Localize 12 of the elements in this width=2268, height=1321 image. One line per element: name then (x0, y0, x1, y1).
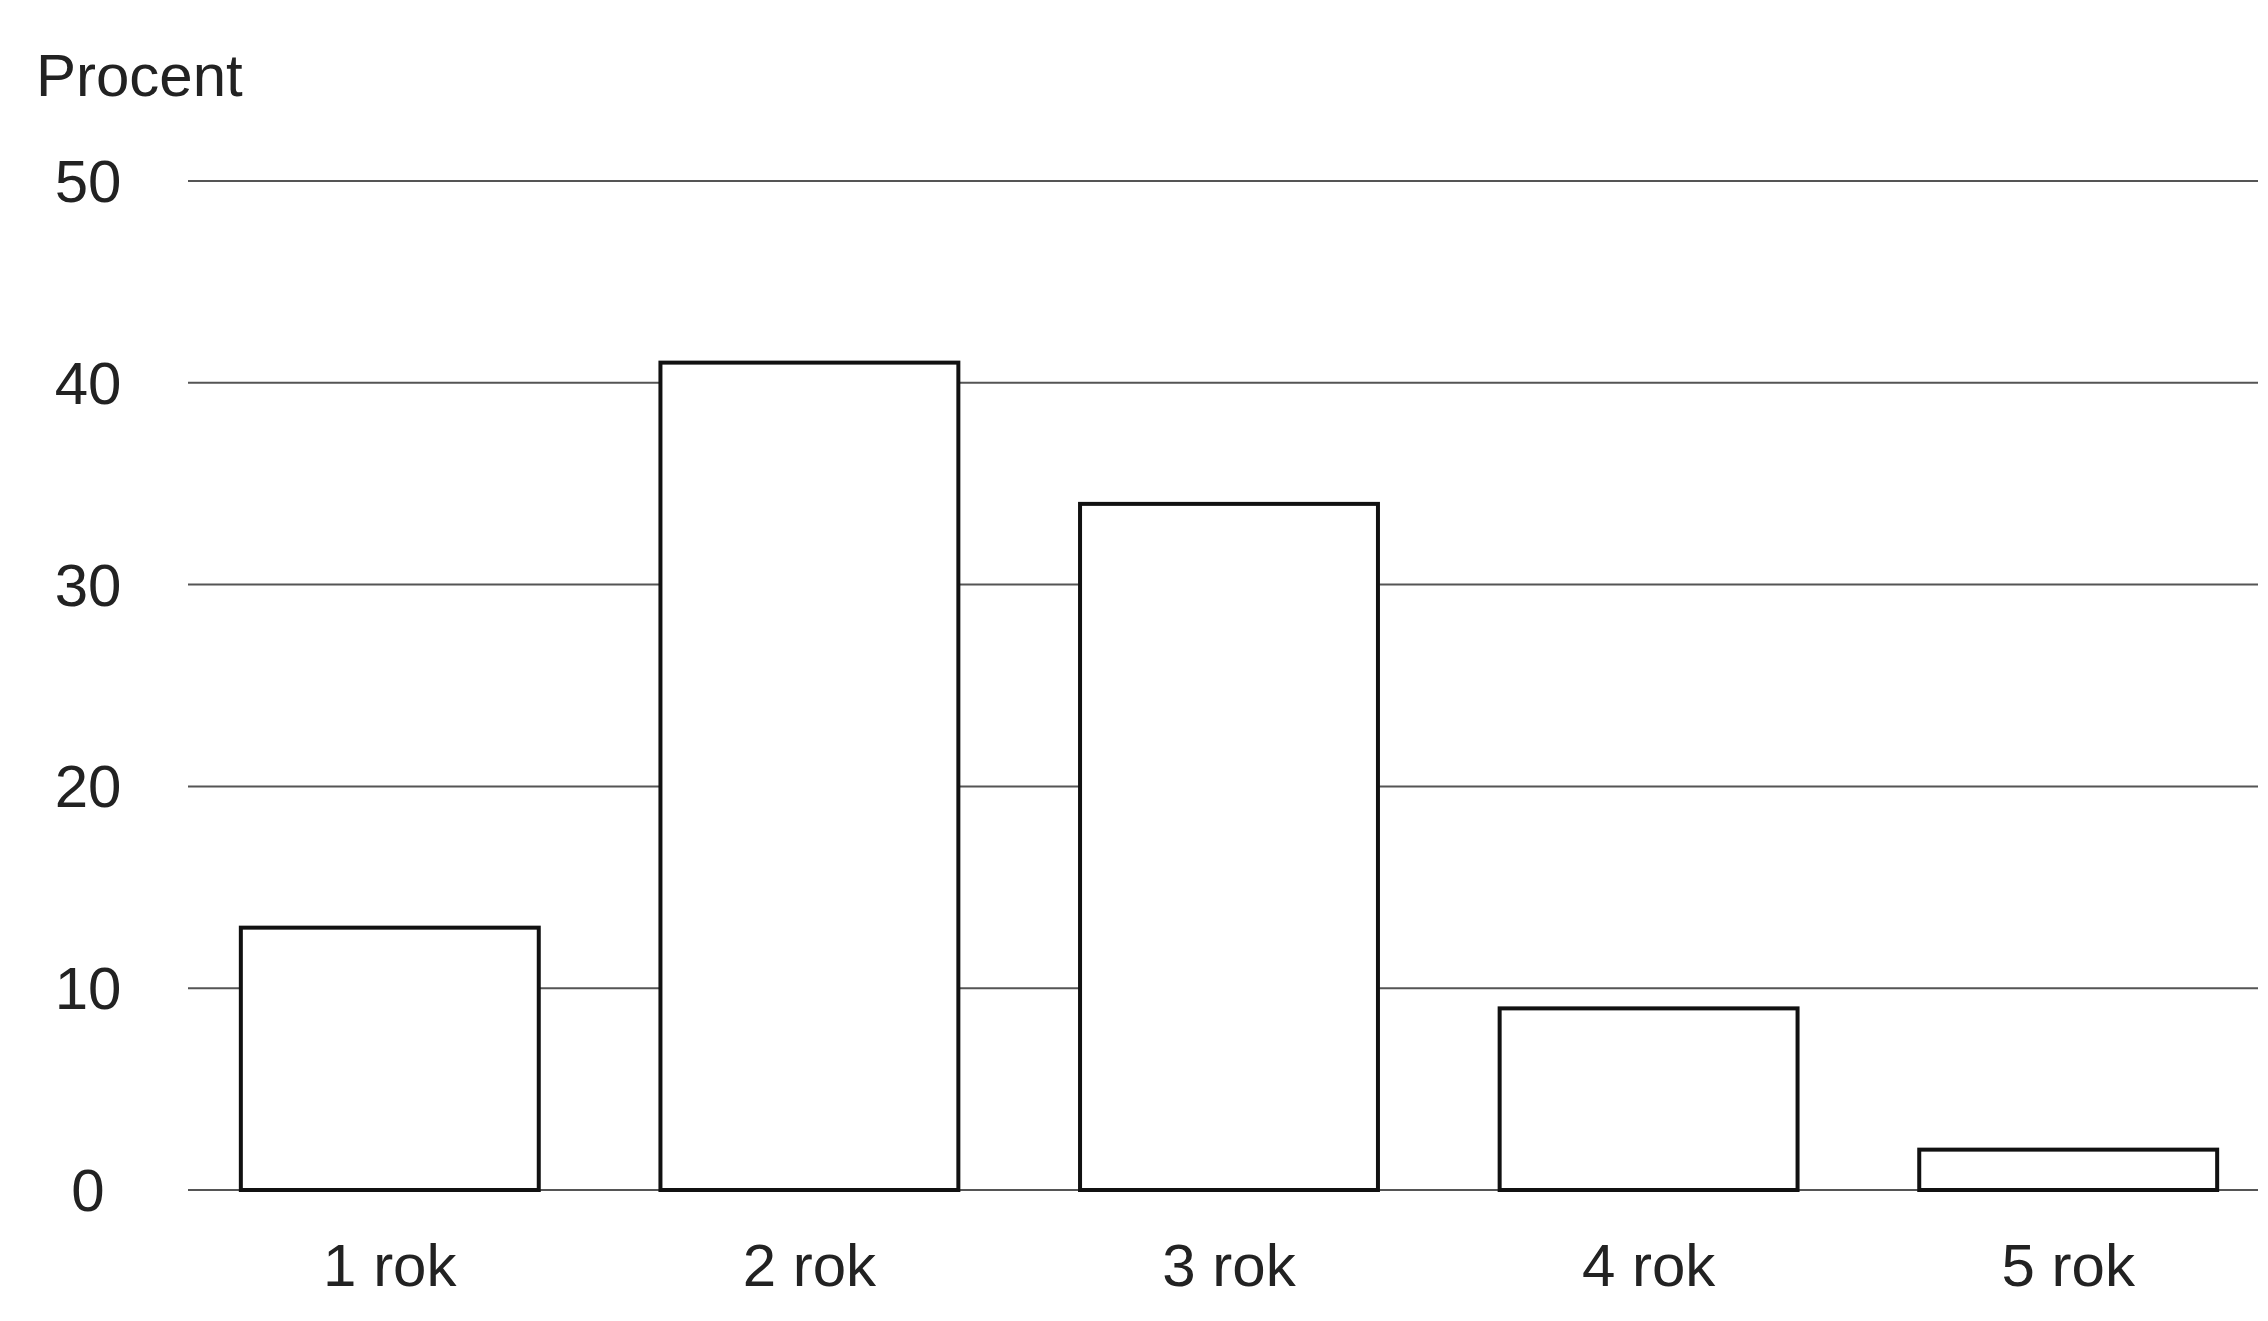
y-tick-label: 10 (54, 955, 122, 1023)
y-tick-label: 20 (54, 753, 122, 821)
x-tick-label: 2 rok (742, 1232, 878, 1299)
y-tick-label: 30 (54, 551, 122, 619)
y-tick-label: 50 (54, 148, 122, 215)
y-tick-label: 40 (54, 349, 122, 417)
y-tick-label: 0 (71, 1157, 105, 1224)
x-tick-label: 3 rok (1162, 1232, 1297, 1299)
x-tick-label: 1 rok (323, 1232, 458, 1299)
y-axis-title: Procent (36, 42, 244, 109)
x-tick-label: 5 rok (2001, 1232, 2136, 1299)
x-tick-label: 4 rok (1581, 1232, 1717, 1299)
